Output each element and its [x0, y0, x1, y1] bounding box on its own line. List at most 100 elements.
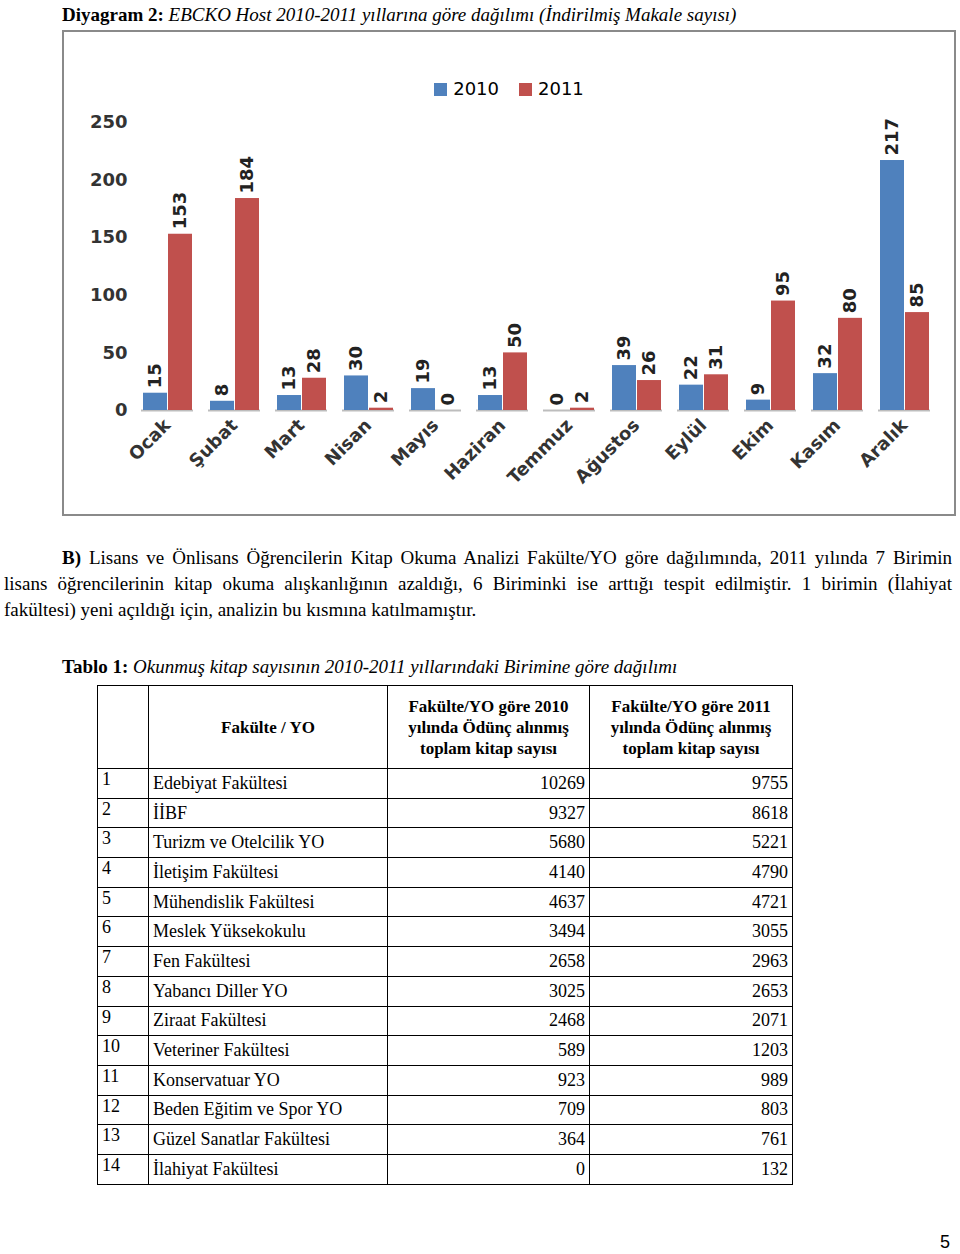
svg-text:Kasım: Kasım: [786, 414, 845, 473]
html-text:2963: 2963: [752, 951, 788, 971]
svg-text:85: 85: [906, 283, 927, 308]
svg-text:50: 50: [504, 323, 525, 348]
svg-text:22: 22: [680, 355, 701, 380]
html-text:803: 803: [761, 1099, 788, 1120]
svg-text:Aralık: Aralık: [855, 414, 912, 471]
svg-text:95: 95: [772, 271, 793, 296]
html-text:5680: 5680: [549, 832, 585, 853]
html-text:3025: 3025: [549, 980, 585, 1001]
html-text:10269: 10269: [540, 772, 585, 793]
html-text:3494: 3494: [549, 921, 585, 942]
svg-text:32: 32: [814, 344, 835, 369]
svg-text:80: 80: [839, 288, 860, 313]
svg-text:184: 184: [236, 156, 257, 194]
svg-text:217: 217: [881, 118, 902, 156]
svg-text:Eylül: Eylül: [661, 414, 711, 464]
html-text:364: 364: [558, 1129, 585, 1150]
html-text:İlahiyat Fakültesi: İlahiyat Fakültesi: [153, 1158, 279, 1179]
html-text:2658: 2658: [549, 951, 585, 971]
svg-text:Mart: Mart: [260, 414, 309, 463]
svg-text:Ekim: Ekim: [728, 414, 778, 464]
svg-text:9: 9: [747, 383, 768, 396]
svg-text:30: 30: [345, 346, 366, 371]
html-text:4637: 4637: [549, 891, 585, 912]
html-text:Veteriner Fakültesi: Veteriner Fakültesi: [153, 1040, 290, 1060]
svg-text:Şubat: Şubat: [185, 414, 242, 471]
svg-text:Nisan: Nisan: [320, 414, 375, 469]
html-text:5221: 5221: [752, 832, 788, 853]
html-text:2468: 2468: [549, 1010, 585, 1031]
svg-text:50: 50: [102, 342, 127, 363]
html-text:9327: 9327: [549, 802, 585, 823]
html-text:589: 589: [558, 1040, 585, 1060]
svg-text:Haziran: Haziran: [440, 414, 510, 484]
html-text:B) Lisans ve Önlisans Öğrencil: B) Lisans ve Önlisans Öğrencilerin Kitap…: [4, 547, 952, 620]
svg-text:19: 19: [412, 359, 433, 384]
html-text:132: 132: [761, 1158, 788, 1179]
html-text:Fakülte/YO göre 2011 yılında Ö: Fakülte/YO göre 2011 yılında Ödünç alınm…: [610, 696, 772, 758]
html-text:2653: 2653: [752, 980, 788, 1001]
svg-text:13: 13: [278, 365, 299, 390]
svg-text:Ocak: Ocak: [124, 414, 175, 465]
html-text:Fen Fakültesi: Fen Fakültesi: [153, 951, 251, 971]
html-text:11: 11: [102, 1065, 120, 1086]
html-text:1: 1: [102, 769, 111, 789]
svg-text:0: 0: [437, 393, 458, 406]
svg-text:2: 2: [370, 391, 391, 404]
html-text:Fakülte/YO göre 2010 yılında Ö: Fakülte/YO göre 2010 yılında Ödünç alınm…: [408, 696, 569, 758]
html-text:Beden Eğitim ve Spor YO: Beden Eğitim ve Spor YO: [153, 1099, 343, 1120]
svg-text:31: 31: [705, 345, 726, 370]
svg-text:250: 250: [90, 111, 128, 132]
html-text:2071: 2071: [752, 1010, 788, 1031]
html-text:12: 12: [102, 1095, 120, 1116]
html-text:989: 989: [761, 1069, 788, 1090]
html-text:İletişim Fakültesi: İletişim Fakültesi: [153, 861, 279, 882]
svg-text:153: 153: [169, 192, 190, 230]
svg-text:13: 13: [479, 365, 500, 390]
svg-text:39: 39: [613, 336, 634, 361]
svg-text:0: 0: [546, 393, 567, 406]
svg-text:0: 0: [115, 399, 128, 420]
html-text:2011: 2011: [538, 78, 584, 99]
html-text:İİBF: İİBF: [153, 802, 187, 823]
html-text:14: 14: [102, 1154, 120, 1175]
html-text:Mühendislik Fakültesi: Mühendislik Fakültesi: [153, 891, 315, 912]
svg-text:Temmuz: Temmuz: [503, 414, 576, 487]
html-text:Turizm ve Otelcilik YO: Turizm ve Otelcilik YO: [153, 832, 325, 853]
svg-text:Ağustos: Ağustos: [571, 414, 644, 487]
html-text:3: 3: [102, 828, 111, 849]
svg-text:15: 15: [144, 363, 165, 388]
html-text:2: 2: [102, 798, 111, 819]
html-text:8618: 8618: [752, 802, 788, 823]
html-text:4790: 4790: [752, 861, 788, 882]
svg-text:26: 26: [638, 350, 659, 375]
html-text:Yabancı Diller YO: Yabancı Diller YO: [153, 980, 288, 1001]
html-text:4721: 4721: [752, 891, 788, 912]
html-text:Güzel Sanatlar Fakültesi: Güzel Sanatlar Fakültesi: [153, 1129, 330, 1150]
svg-text:8: 8: [211, 384, 232, 397]
html-text:9755: 9755: [752, 772, 788, 793]
html-text:3055: 3055: [752, 921, 788, 942]
html-text:Tablo 1: Okunmuş kitap sayısın: Tablo 1: Okunmuş kitap sayısının 2010-20…: [62, 656, 678, 677]
svg-text:Mayıs: Mayıs: [386, 414, 442, 470]
html-text:13: 13: [102, 1125, 120, 1146]
html-text:Meslek Yüksekokulu: Meslek Yüksekokulu: [153, 921, 306, 942]
svg-text:2: 2: [571, 391, 592, 404]
svg-text:28: 28: [303, 348, 324, 373]
html-text:2010: 2010: [453, 78, 499, 99]
html-text:Fakülte / YO: Fakülte / YO: [221, 717, 315, 737]
html-text:1203: 1203: [752, 1040, 788, 1060]
html-text:10: 10: [102, 1036, 120, 1057]
html-text:4140: 4140: [549, 861, 585, 882]
html-text:Ziraat Fakültesi: Ziraat Fakültesi: [153, 1010, 267, 1031]
html-text:Konservatuar YO: Konservatuar YO: [153, 1069, 280, 1090]
html-text:Edebiyat Fakültesi: Edebiyat Fakültesi: [153, 772, 288, 793]
html-text:923: 923: [558, 1069, 585, 1090]
svg-text:100: 100: [90, 284, 128, 305]
svg-text:150: 150: [90, 226, 128, 247]
html-text:709: 709: [558, 1099, 585, 1120]
svg-text:200: 200: [90, 169, 128, 190]
html-text:Diyagram 2: EBCKO Host 2010-20: Diyagram 2: EBCKO Host 2010-2011 yılları…: [62, 4, 737, 25]
html-text:761: 761: [761, 1129, 788, 1150]
html-text:5: 5: [940, 1232, 950, 1252]
